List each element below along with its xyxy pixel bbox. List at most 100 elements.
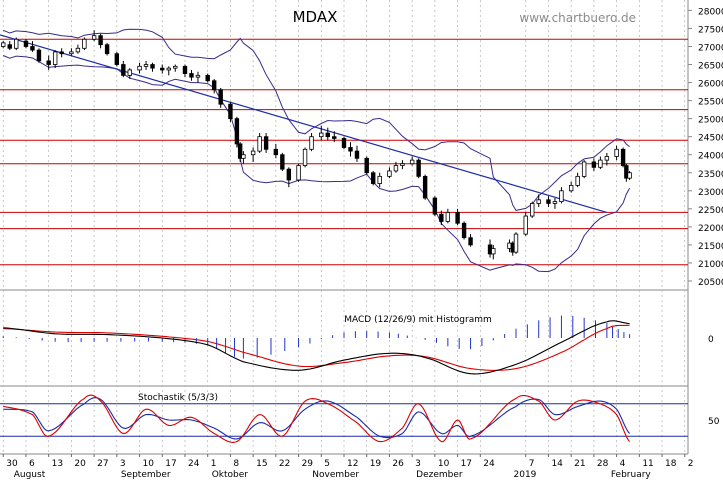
candle-body xyxy=(552,201,558,204)
candle-body xyxy=(36,49,42,62)
x-tick-label: 2 xyxy=(688,459,694,469)
candle-body xyxy=(182,65,188,74)
month-label: November xyxy=(312,470,359,479)
candle-body xyxy=(432,197,438,215)
candle-body xyxy=(23,40,29,47)
month-label: 2019 xyxy=(514,470,537,479)
month-label: Dezember xyxy=(416,470,463,479)
candle-body xyxy=(598,159,603,168)
candle-body xyxy=(530,203,535,217)
candle-body xyxy=(257,136,262,152)
candle-body xyxy=(461,222,467,239)
candle-body xyxy=(559,190,564,203)
x-tick-label: 15 xyxy=(256,459,267,469)
candle-body xyxy=(143,64,149,67)
x-tick-label: 20 xyxy=(74,459,86,469)
candle-body xyxy=(286,168,292,181)
x-tick-label: 26 xyxy=(392,459,404,469)
y-tick-label: 20500 xyxy=(698,278,723,288)
y-tick-label: 26000 xyxy=(698,80,723,90)
stochastic-d-line xyxy=(3,397,631,440)
candle-body xyxy=(91,35,97,40)
x-tick-label: 4 xyxy=(620,459,626,469)
candle-body xyxy=(387,170,392,177)
x-tick-label: 13 xyxy=(52,459,63,469)
y-tick-label: 26500 xyxy=(698,62,723,72)
candle-body xyxy=(7,44,12,49)
macd-y-tick-label: 0 xyxy=(708,335,714,345)
candle-body xyxy=(1,42,6,47)
x-tick-label: 17 xyxy=(461,459,472,469)
x-tick-label: 19 xyxy=(370,459,382,469)
x-tick-label: 17 xyxy=(165,459,176,469)
x-tick-label: 14 xyxy=(551,459,563,469)
candle-body xyxy=(114,53,120,65)
candle-body xyxy=(234,118,240,145)
y-tick-label: 23500 xyxy=(698,170,723,180)
x-tick-label: 6 xyxy=(29,459,35,469)
candle-body xyxy=(160,67,165,71)
y-tick-label: 23000 xyxy=(698,188,723,198)
candle-body xyxy=(513,233,519,253)
candle-body xyxy=(30,46,35,51)
candle-body xyxy=(296,165,301,181)
candle-body xyxy=(302,148,308,166)
x-tick-label: 12 xyxy=(347,459,358,469)
candle-body xyxy=(627,172,632,179)
candle-body xyxy=(614,148,619,157)
candle-body xyxy=(228,103,233,120)
candle-body xyxy=(439,213,444,222)
y-tick-label: 27500 xyxy=(698,25,723,35)
candle-body xyxy=(624,165,629,179)
candle-body xyxy=(82,38,87,49)
x-tick-label: 24 xyxy=(188,459,200,469)
x-tick-label: 21 xyxy=(574,459,585,469)
candle-body xyxy=(273,148,279,156)
candle-body xyxy=(150,64,155,69)
x-tick-label: 10 xyxy=(438,459,450,469)
candle-body xyxy=(280,154,285,170)
macd-signal-line xyxy=(3,324,630,371)
x-tick-label: 18 xyxy=(665,459,677,469)
candle-body xyxy=(325,132,330,138)
y-tick-label: 28000 xyxy=(698,7,723,17)
candle-body xyxy=(568,184,574,192)
y-tick-label: 24500 xyxy=(698,134,723,144)
candle-body xyxy=(455,212,460,224)
trendline xyxy=(0,34,608,214)
macd-title: MACD (12/26/9) mit Histogramm xyxy=(344,315,492,325)
month-label: February xyxy=(611,470,652,479)
x-tick-label: 30 xyxy=(6,459,18,469)
candle-body xyxy=(591,161,597,168)
candle-body xyxy=(422,175,428,199)
month-label: Oktober xyxy=(212,470,249,479)
candle-body xyxy=(400,163,405,166)
x-tick-label: 3 xyxy=(415,459,421,469)
x-tick-label: 27 xyxy=(97,459,108,469)
candle-body xyxy=(218,89,223,105)
x-tick-label: 24 xyxy=(483,459,495,469)
stochastic-k-line xyxy=(3,394,631,443)
candle-body xyxy=(416,159,421,177)
x-tick-label: 1 xyxy=(211,459,217,469)
candle-body xyxy=(341,138,347,148)
month-label: September xyxy=(121,470,171,479)
y-tick-label: 22500 xyxy=(698,206,723,216)
y-tick-label: 22000 xyxy=(698,224,723,234)
candle-body xyxy=(581,161,587,177)
x-tick-label: 3 xyxy=(120,459,126,469)
stochastic-y-tick-label: 50 xyxy=(708,417,720,427)
candle-body xyxy=(237,143,243,159)
y-tick-label: 24000 xyxy=(698,152,723,162)
candle-body xyxy=(69,51,74,55)
chart-title: MDAX xyxy=(293,8,338,26)
candle-body xyxy=(189,73,194,78)
candle-body xyxy=(348,147,353,152)
candle-body xyxy=(536,199,541,204)
candle-body xyxy=(205,74,210,82)
x-tick-label: 7 xyxy=(529,459,535,469)
candle-body xyxy=(98,35,103,46)
candle-body xyxy=(121,64,126,76)
